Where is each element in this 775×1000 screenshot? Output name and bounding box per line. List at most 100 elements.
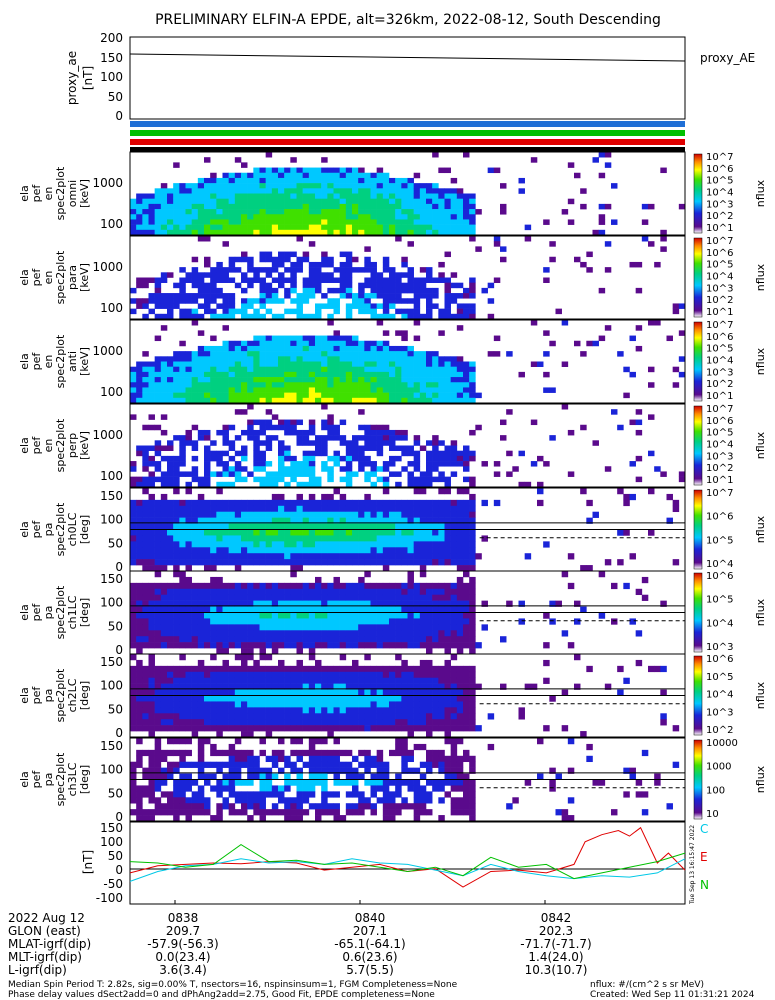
heatmap-cell xyxy=(358,356,365,362)
heatmap-cell xyxy=(407,177,414,184)
heatmap-cell xyxy=(364,377,371,383)
heatmap-cell xyxy=(296,419,303,426)
heatmap-cell xyxy=(271,397,279,404)
heatmap-cell xyxy=(290,535,297,542)
heatmap-cell xyxy=(185,298,192,304)
spec-ylabel: perp xyxy=(66,433,79,458)
heatmap-cell xyxy=(308,493,316,501)
heatmap-cell xyxy=(216,450,223,457)
heatmap-cell xyxy=(395,371,402,378)
heatmap-cell xyxy=(500,246,507,252)
heatmap-cell xyxy=(370,499,377,507)
heatmap-cell xyxy=(389,582,396,590)
heatmap-cell xyxy=(204,455,211,462)
heatmap-cell xyxy=(290,815,297,822)
heatmap-cell xyxy=(148,455,155,462)
heatmap-cell xyxy=(321,618,328,625)
heatmap-cell xyxy=(302,361,310,367)
heatmap-cell xyxy=(278,387,285,393)
heatmap-cell xyxy=(234,256,242,263)
heatmap-cell xyxy=(130,203,137,210)
heatmap-cell xyxy=(284,371,291,378)
heatmap-cell xyxy=(463,313,470,320)
heatmap-cell xyxy=(130,382,137,388)
heatmap-cell xyxy=(136,541,143,548)
heatmap-cell xyxy=(204,429,211,436)
heatmap-cell xyxy=(259,648,266,655)
colorbar-tick: 10^5 xyxy=(706,535,733,546)
heatmap-cell xyxy=(327,382,334,388)
heatmap-cell xyxy=(543,659,550,667)
heatmap-cell xyxy=(395,445,402,451)
colorbar-tick: 10^3 xyxy=(706,283,733,294)
heatmap-cell xyxy=(370,308,377,315)
heatmap-cell xyxy=(302,499,310,507)
heatmap-cell xyxy=(469,719,476,726)
heatmap-cell xyxy=(629,419,636,426)
heatmap-cell xyxy=(160,414,168,420)
heatmap-cell xyxy=(265,511,273,518)
heatmap-cell xyxy=(419,471,427,477)
heatmap-cell xyxy=(216,541,223,548)
heatmap-cell xyxy=(407,547,414,554)
heatmap-cell xyxy=(191,665,199,673)
heatmap-cell xyxy=(370,387,377,393)
heatmap-cell xyxy=(179,791,186,798)
heatmap-cell xyxy=(345,671,353,679)
heatmap-cell xyxy=(284,618,291,625)
heatmap-cell xyxy=(321,450,328,457)
heatmap-cell xyxy=(382,689,390,696)
heatmap-cell xyxy=(413,791,421,798)
heatmap-cell xyxy=(432,476,439,483)
heatmap-cell xyxy=(259,738,266,745)
heatmap-cell xyxy=(315,335,322,342)
heatmap-cell xyxy=(173,553,180,560)
heatmap-cell xyxy=(185,689,192,696)
heatmap-cell xyxy=(247,719,254,726)
heatmap-cell xyxy=(228,209,236,215)
heatmap-cell xyxy=(228,466,236,472)
heatmap-cell xyxy=(241,594,248,601)
heatmap-cell xyxy=(426,797,433,804)
heatmap-cell xyxy=(173,600,180,607)
heatmap-cell xyxy=(296,719,303,726)
heatmap-cell xyxy=(265,505,273,513)
heatmap-cell xyxy=(333,529,340,536)
heatmap-cell xyxy=(130,689,137,696)
heatmap-cell xyxy=(241,177,248,184)
heatmap-cell xyxy=(241,541,248,548)
heatmap-cell xyxy=(290,683,297,690)
heatmap-cell xyxy=(290,588,297,596)
heatmap-cell xyxy=(382,511,390,518)
heatmap-cell xyxy=(259,600,266,607)
heatmap-cell xyxy=(296,677,303,684)
heatmap-cell xyxy=(413,547,421,554)
heatmap-cell xyxy=(364,256,371,263)
heatmap-cell xyxy=(327,809,334,816)
heatmap-cell xyxy=(364,725,371,732)
heatmap-cell xyxy=(185,203,192,210)
heatmap-cell xyxy=(672,303,680,309)
heatmap-cell xyxy=(154,612,162,619)
heatmap-cell xyxy=(345,229,353,236)
heatmap-cell xyxy=(234,535,242,542)
heatmap-cell xyxy=(210,713,217,720)
heatmap-cell xyxy=(419,387,427,393)
heatmap-cell xyxy=(222,172,229,179)
heatmap-cell xyxy=(382,612,390,619)
heatmap-cell xyxy=(265,809,273,816)
heatmap-cell xyxy=(376,440,384,446)
heatmap-cell xyxy=(142,523,149,530)
heatmap-cell xyxy=(222,636,229,643)
heatmap-cell xyxy=(413,193,421,199)
heatmap-cell xyxy=(241,298,248,304)
heatmap-cell xyxy=(376,630,384,637)
heatmap-cell xyxy=(271,725,279,732)
heatmap-cell xyxy=(204,499,211,507)
heatmap-cell xyxy=(463,366,470,373)
heatmap-cell xyxy=(259,392,266,399)
heatmap-cell xyxy=(395,293,402,299)
heatmap-cell xyxy=(450,356,458,362)
heatmap-cell xyxy=(635,325,643,331)
heatmap-cell xyxy=(382,803,390,810)
